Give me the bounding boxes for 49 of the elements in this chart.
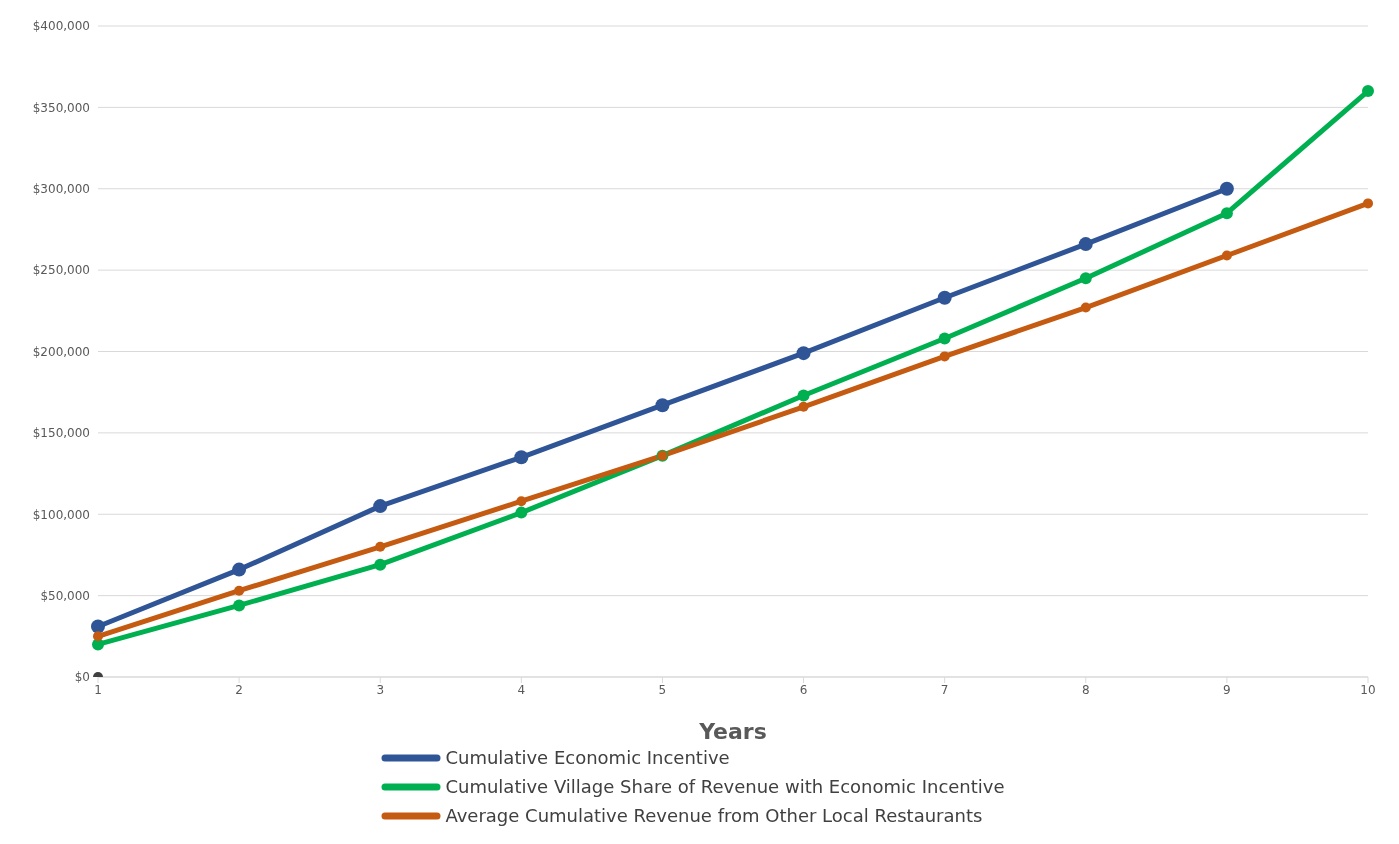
y-tick-label: $100,000 <box>32 507 90 522</box>
point <box>655 398 670 413</box>
point <box>1221 250 1232 261</box>
point <box>1078 237 1093 252</box>
point <box>797 389 810 402</box>
legend-label: Cumulative Economic Incentive <box>445 747 730 768</box>
point <box>234 585 245 596</box>
point <box>233 599 246 612</box>
point <box>938 332 951 345</box>
point <box>1219 181 1234 196</box>
legend-label: Cumulative Village Share of Revenue with Economic Incentive <box>445 776 1005 797</box>
point <box>1080 302 1091 313</box>
point <box>515 506 528 519</box>
point <box>375 541 386 552</box>
x-axis-title: Years <box>698 719 767 744</box>
point <box>937 290 952 305</box>
point <box>939 351 950 362</box>
x-tick-label: 10 <box>1360 682 1376 697</box>
x-tick-label: 7 <box>940 682 949 697</box>
point <box>1079 272 1092 285</box>
point <box>93 631 103 642</box>
y-tick-label: $150,000 <box>32 426 90 441</box>
x-tick-label: 8 <box>1081 682 1090 697</box>
x-tick-label: 6 <box>799 682 808 697</box>
point <box>91 619 105 634</box>
point <box>1362 85 1374 98</box>
point <box>232 562 247 577</box>
y-tick-label: $200,000 <box>32 344 90 359</box>
point <box>1220 207 1233 220</box>
point <box>373 499 388 514</box>
x-tick-label: 5 <box>658 682 667 697</box>
point <box>796 346 811 361</box>
point <box>516 496 527 507</box>
y-tick-label: $300,000 <box>32 182 90 197</box>
x-tick-label: 9 <box>1223 682 1231 697</box>
y-tick-label: $50,000 <box>40 588 90 603</box>
x-tick-label: 1 <box>94 682 102 697</box>
point <box>1363 198 1373 209</box>
y-tick-label: $250,000 <box>32 263 90 278</box>
point <box>374 558 387 571</box>
x-tick-label: 2 <box>235 682 243 697</box>
legend-label: Average Cumulative Revenue from Other Local Restaurants <box>445 805 983 826</box>
x-tick-label: 3 <box>376 682 385 697</box>
point <box>514 450 529 465</box>
x-tick-label: 4 <box>517 682 526 697</box>
y-tick-label: $400,000 <box>32 19 90 34</box>
y-tick-label: $0 <box>74 670 90 685</box>
y-tick-label: $350,000 <box>32 100 90 115</box>
point <box>798 401 809 412</box>
